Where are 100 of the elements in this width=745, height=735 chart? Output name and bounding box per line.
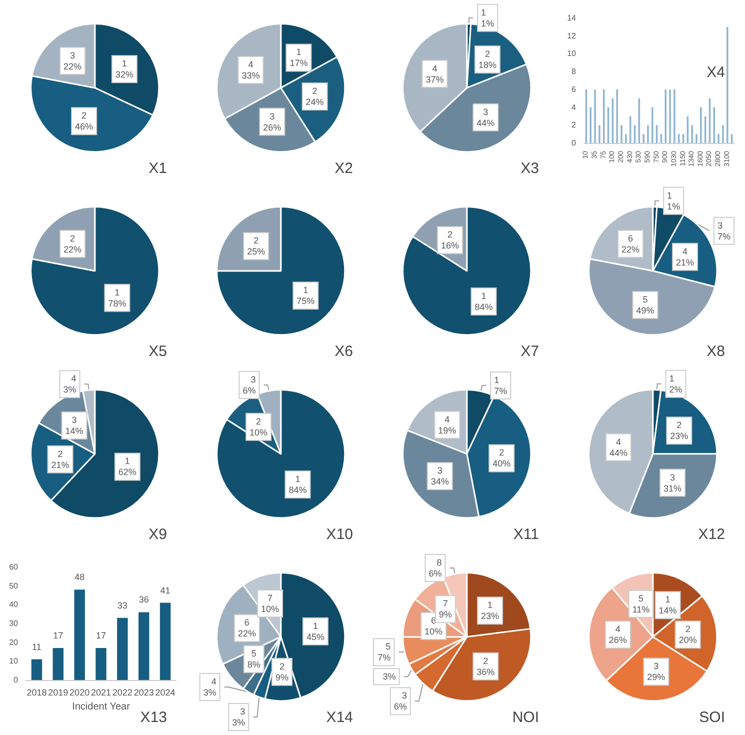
data-label: 36% [476,666,495,677]
data-label: 19% [438,425,456,436]
slice-label: 2 [499,448,504,458]
slice-label: 2 [483,656,488,666]
x-axis-title: Incident Year [72,702,131,712]
slice-label: 1 [667,190,672,200]
slice-label: 5 [642,294,648,305]
slice-label: 2 [676,420,682,430]
data-label: 46% [75,122,94,132]
data-label: 33% [242,70,260,81]
data-label: 40% [492,458,511,469]
slice-label: 2 [70,233,76,244]
data-label: 22% [622,244,640,254]
y-tick-label: 50 [9,581,19,590]
slice-label: 4 [616,436,621,447]
slice-label: 1 [481,291,486,302]
data-label: 26% [608,635,627,646]
slice-label: 3 [250,374,256,385]
data-label: 62% [118,467,136,478]
y-tick-label: 2 [572,120,577,130]
data-label: 41 [160,585,170,596]
y-tick-label: 0 [572,138,577,148]
slice-label: 1 [303,285,308,296]
data-label: 49% [636,306,654,316]
slice-label: 4 [444,414,450,424]
y-tick-label: 40 [9,600,19,610]
x-tick-label: 2018 [26,688,47,698]
data-label: 24% [306,97,324,108]
text: X2 [334,160,354,177]
data-label: 78% [108,298,126,308]
slice-label: 1 [122,58,127,69]
slice-label: 4 [211,676,216,686]
y-tick-label: 60 [9,562,19,572]
y-tick-label: 14 [567,14,577,22]
data-label: 44% [476,118,495,128]
data-label: 22% [64,61,82,72]
slice-label: 1 [295,474,300,484]
slice-label: 5 [386,642,391,652]
slice-label: 2 [279,661,284,672]
data-label: 10% [250,427,268,438]
slice-label: 1 [296,47,302,58]
text: X1 [148,160,168,177]
y-tick-label: 30 [9,619,19,628]
slice-label: 3 [402,690,407,701]
data-label: 31% [664,483,682,494]
slice-label: 4 [248,60,254,70]
y-tick-label: 6 [572,84,577,94]
data-label: 17% [290,58,308,68]
text: X4 [706,64,726,81]
data-label: 34% [430,476,449,487]
data-label: 3% [63,384,76,395]
data-label: 26% [263,122,282,132]
x-tick-label: 2024 [155,688,176,698]
data-label: 17 [53,630,64,640]
data-label: 29% [647,672,666,682]
y-tick-label: 10 [9,656,19,666]
data-label: 7% [378,652,391,663]
data-label: 25% [247,246,266,257]
slice-label: 1 [124,456,130,466]
y-tick-label: 8 [572,67,577,76]
x-tick-label: 2022 [112,688,132,698]
data-label: 16% [440,240,459,251]
slice-label: 6 [628,233,634,244]
data-label: 3% [203,688,216,698]
data-label: 32% [115,70,134,80]
text: X6 [334,343,354,360]
data-label: 22% [238,628,256,639]
text: X3 [520,160,540,177]
data-label: 14% [65,426,84,436]
slice-label: 1 [312,620,318,631]
y-tick-label: 4 [572,102,577,112]
x-tick-label: 2020 [70,688,90,698]
data-label: 3% [382,672,396,682]
data-label: 10% [261,604,280,614]
slice-label: 5 [251,648,256,659]
slice-label: 2 [58,448,63,459]
y-tick-label: 10 [567,49,577,58]
text: X8 [706,343,726,360]
data-label: 1% [667,201,680,212]
data-label: 1% [481,18,494,28]
slice-label: 3 [483,106,488,117]
data-label: 48 [74,572,85,582]
data-label: 84% [474,302,493,312]
slice-label: 1 [494,374,500,385]
slice-label: 4 [71,374,76,384]
slice-label: 3 [240,706,246,716]
slice-label: 2 [256,416,262,426]
data-label: 21% [51,460,70,470]
data-label: 10% [424,626,443,637]
slice-label: 7 [442,598,448,609]
slice-label: 2 [312,86,318,96]
data-label: 2% [669,384,682,394]
slice-label: 1 [114,287,120,298]
slice-label: 3 [72,415,77,426]
data-label: 45% [306,632,324,642]
data-label: 6% [428,568,442,579]
slice-label: 3 [654,661,659,672]
data-label: 17 [96,630,106,640]
slice-label: 2 [685,624,690,634]
data-label: 21% [676,257,694,268]
